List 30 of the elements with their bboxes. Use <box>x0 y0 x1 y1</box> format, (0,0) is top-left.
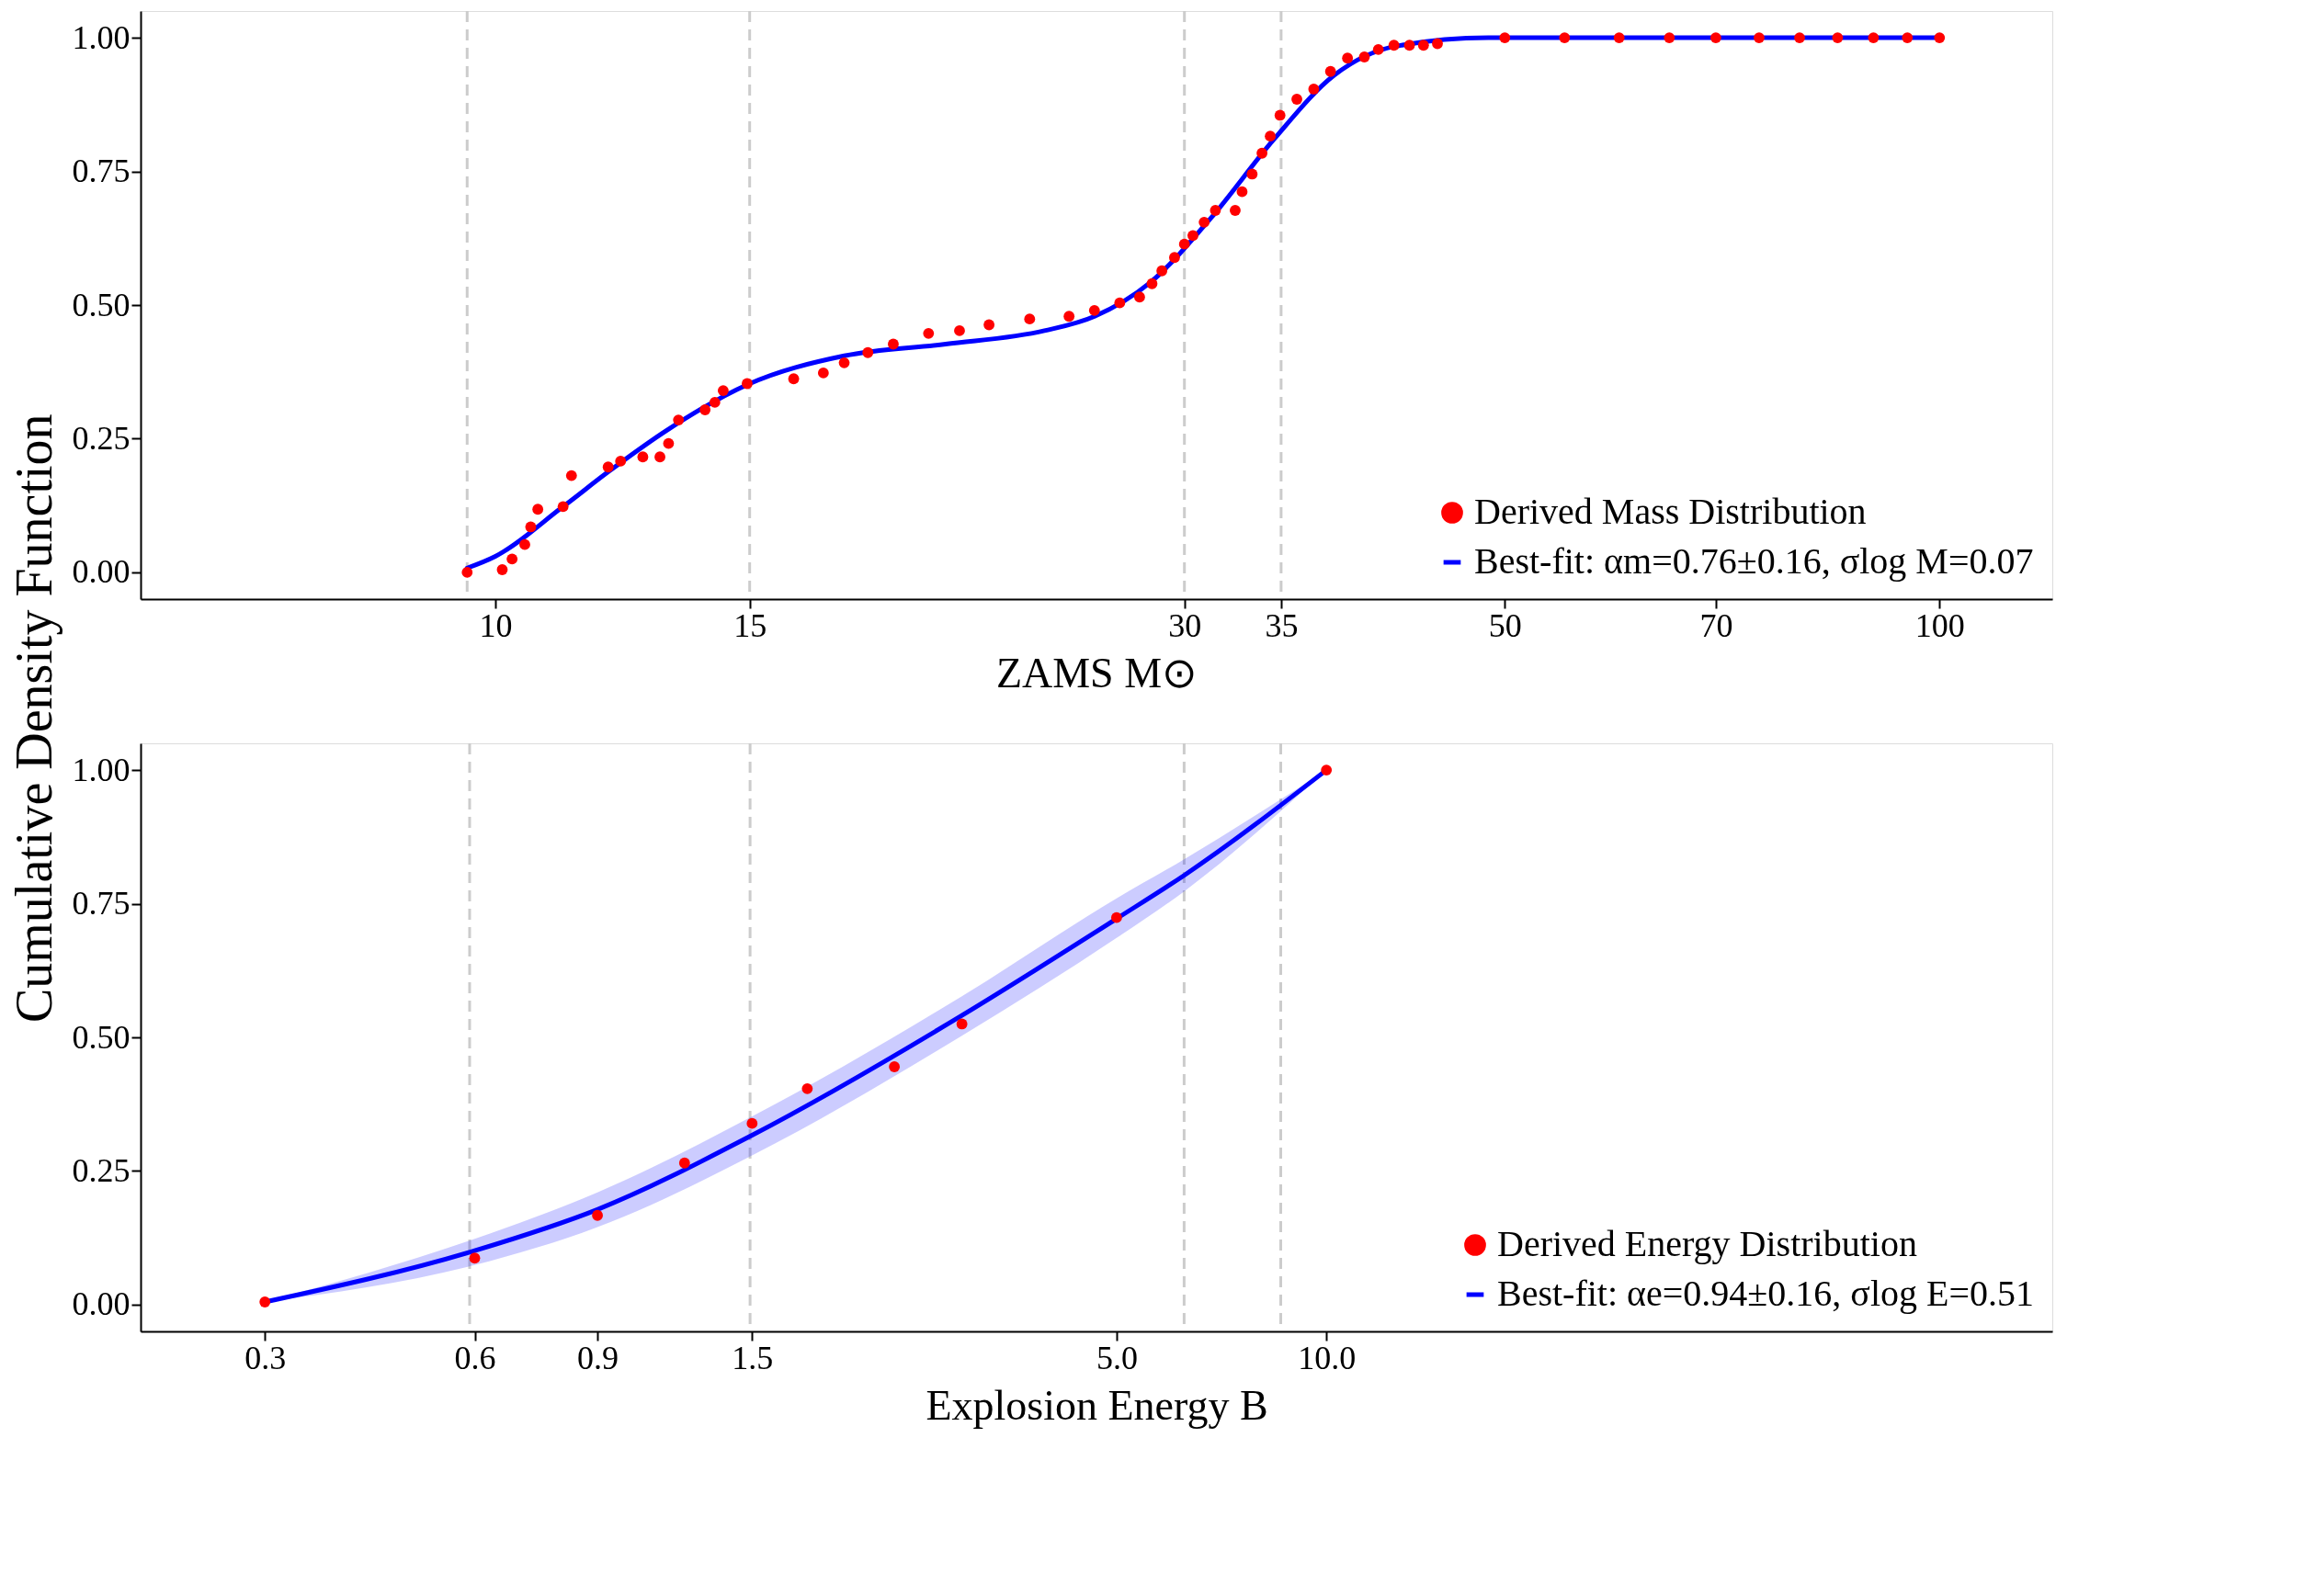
x-tick-label: 100 <box>1914 606 1965 644</box>
x-axis-title: ZAMS M⊙ <box>995 649 1198 696</box>
x-tick-label: 5.0 <box>1096 1339 1138 1376</box>
x-tick-label: 0.6 <box>454 1339 496 1376</box>
x-tick-label: 1.5 <box>732 1339 774 1376</box>
y-tick-label: 1.00 <box>72 751 131 788</box>
legend-label: Derived Mass Distribution <box>1474 491 1867 532</box>
y-tick-label: 0.00 <box>72 1285 131 1323</box>
x-tick-label: 10 <box>479 606 513 644</box>
y-tick-label: 0.75 <box>72 885 131 923</box>
x-tick-label: 15 <box>733 606 767 644</box>
y-tick-label: 1.00 <box>72 18 131 56</box>
y-axis-title: Cumulative Density Function <box>5 413 62 1024</box>
x-tick-label: 0.3 <box>244 1339 287 1376</box>
x-axis-title: Explosion Energy B <box>926 1381 1268 1429</box>
y-tick-label: 0.50 <box>72 1018 131 1056</box>
x-tick-label: 10.0 <box>1298 1339 1357 1376</box>
x-tick-label: 50 <box>1488 606 1522 644</box>
x-tick-label: 35 <box>1265 606 1299 644</box>
y-tick-label: 0.25 <box>72 1151 131 1189</box>
y-tick-label: 0.50 <box>72 286 131 323</box>
legend-label: Derived Energy Distribution <box>1497 1223 1917 1264</box>
y-tick-label: 0.00 <box>72 553 131 591</box>
y-tick-label: 0.25 <box>72 419 131 457</box>
legend-label: Best-fit: αe=0.94±0.16, σlog E=0.51 <box>1497 1273 2034 1314</box>
x-tick-label: 0.9 <box>577 1339 619 1376</box>
x-tick-label: 70 <box>1699 606 1733 644</box>
x-tick-label: 30 <box>1168 606 1202 644</box>
y-tick-label: 0.75 <box>72 153 131 190</box>
legend-label: Best-fit: αm=0.76±0.16, σlog M=0.07 <box>1474 540 2034 582</box>
